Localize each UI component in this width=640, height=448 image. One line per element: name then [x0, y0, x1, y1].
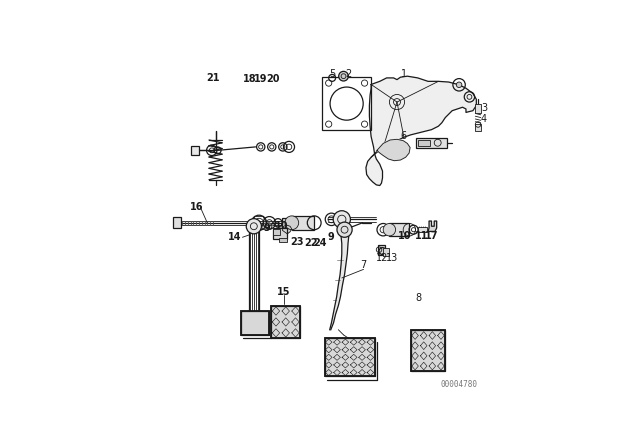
- Text: 24: 24: [314, 238, 327, 249]
- Text: 00004780: 00004780: [440, 380, 477, 389]
- Bar: [241, 311, 269, 335]
- Text: 19: 19: [254, 73, 268, 84]
- Bar: [292, 216, 314, 230]
- Text: 4: 4: [481, 114, 487, 124]
- Text: 7: 7: [360, 260, 367, 270]
- Bar: [271, 306, 300, 338]
- Bar: [383, 248, 389, 255]
- Polygon shape: [262, 223, 272, 230]
- Text: 21: 21: [207, 73, 220, 83]
- Text: 14: 14: [228, 232, 242, 242]
- Text: 3: 3: [481, 103, 487, 113]
- Polygon shape: [282, 225, 292, 234]
- Text: 5: 5: [330, 69, 335, 79]
- Bar: [378, 245, 385, 254]
- Bar: [411, 331, 445, 371]
- Bar: [173, 217, 181, 228]
- Bar: [191, 146, 198, 155]
- Text: 9: 9: [328, 232, 334, 241]
- Text: 9: 9: [263, 223, 270, 233]
- Bar: [419, 227, 427, 233]
- Text: 15: 15: [277, 288, 291, 297]
- Bar: [273, 228, 287, 239]
- Bar: [273, 229, 280, 235]
- Bar: [241, 311, 269, 335]
- Bar: [411, 331, 445, 371]
- Bar: [324, 338, 374, 376]
- Polygon shape: [377, 139, 410, 161]
- Text: 1: 1: [401, 69, 407, 79]
- Circle shape: [337, 222, 352, 237]
- Circle shape: [285, 216, 299, 230]
- Text: 6: 6: [401, 131, 407, 141]
- Circle shape: [383, 224, 396, 236]
- Text: 10: 10: [398, 231, 412, 241]
- Bar: [389, 224, 410, 236]
- Bar: [416, 138, 447, 147]
- Bar: [323, 77, 371, 130]
- Bar: [278, 238, 287, 242]
- Text: 16: 16: [190, 202, 204, 212]
- Text: 2: 2: [346, 69, 352, 79]
- Circle shape: [246, 219, 261, 234]
- Text: 13: 13: [386, 253, 398, 263]
- Polygon shape: [330, 230, 349, 330]
- Polygon shape: [428, 221, 436, 232]
- Text: 23: 23: [290, 237, 304, 247]
- Text: 12: 12: [376, 253, 388, 263]
- Text: 10: 10: [275, 221, 288, 231]
- Bar: [324, 338, 374, 376]
- Circle shape: [333, 211, 351, 228]
- Bar: [476, 104, 481, 113]
- Circle shape: [339, 71, 348, 81]
- Text: 18: 18: [243, 73, 256, 84]
- Bar: [476, 125, 481, 131]
- Bar: [271, 306, 300, 338]
- Text: 8: 8: [415, 293, 422, 303]
- Polygon shape: [366, 76, 476, 185]
- Text: 22: 22: [304, 238, 317, 249]
- Text: 11: 11: [415, 231, 429, 241]
- Circle shape: [456, 82, 462, 87]
- Text: 20: 20: [267, 73, 280, 84]
- Bar: [282, 218, 289, 228]
- Text: 17: 17: [426, 231, 439, 241]
- Bar: [418, 140, 430, 146]
